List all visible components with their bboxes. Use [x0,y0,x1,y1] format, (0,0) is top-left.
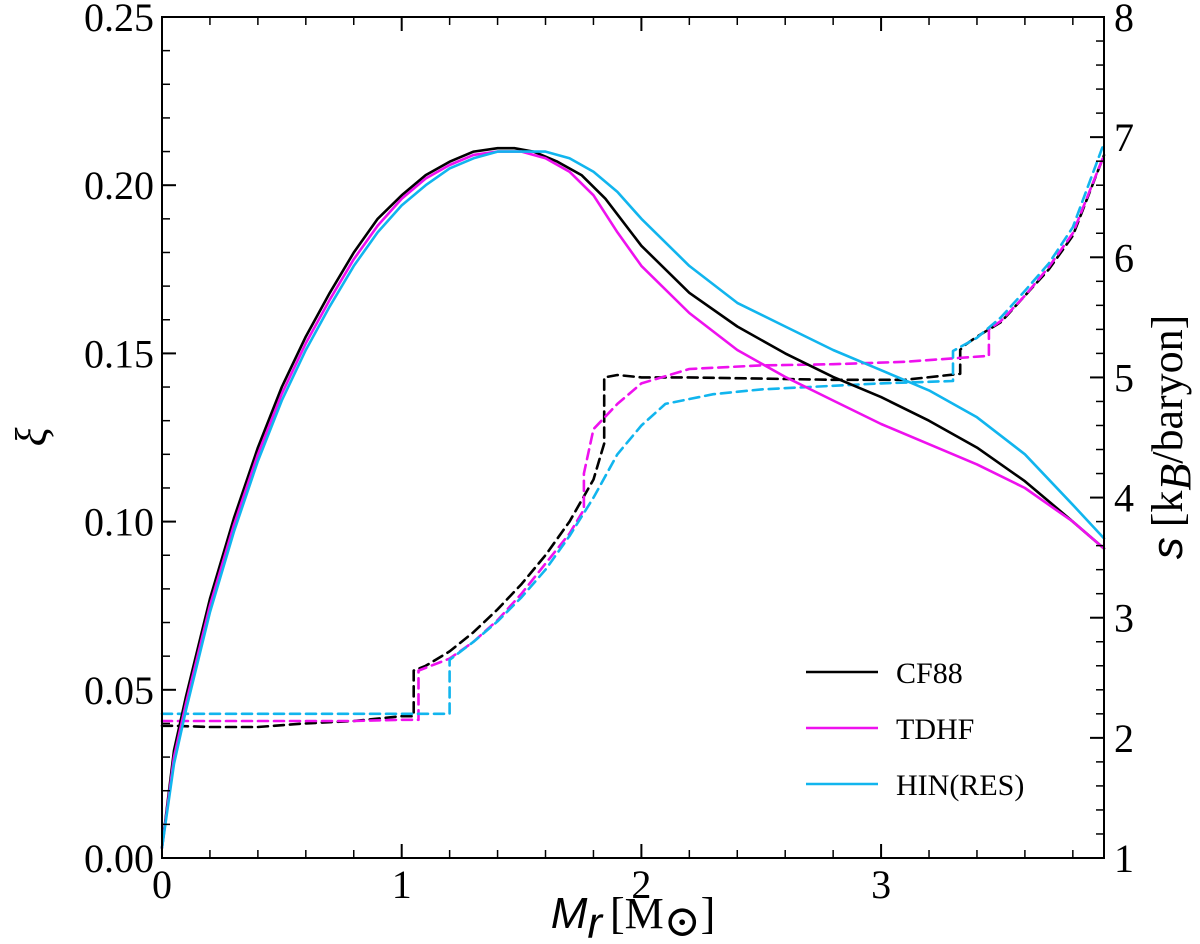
x-axis-sub: r [587,899,604,944]
x-axis-var: M [551,889,588,938]
y2-axis-title: s [kB/baryon] [1143,315,1200,560]
y2-tick-label: 3 [1114,596,1134,641]
legend-label: TDHF [896,713,974,746]
y-tick-label: 0.20 [84,163,154,208]
y2-tick-label: 5 [1114,355,1134,400]
legend-label: CF88 [896,657,963,690]
legend: CF88 TDHF HIN(RES) [806,657,1024,802]
series-layer [160,141,1106,850]
legend-label: HIN(RES) [896,769,1024,802]
y2-tick-label: 1 [1114,836,1134,881]
y-tick-label: 0.10 [84,500,154,545]
x-axis-title: Mr [M⊙] [551,889,716,944]
y-axis-title: ξ [7,427,56,446]
compactness-line-hin-res [160,150,1106,850]
compactness-line-cf88 [160,146,1106,850]
y-tick-label: 0.05 [84,668,154,713]
x-axis-unit-symbol: ⊙ [664,897,701,944]
y-tick-label: 0.15 [84,331,154,376]
y2-tick-label: 8 [1114,0,1134,40]
y2-axis-unit: [k [1143,491,1192,528]
y2-axis-unit-close: /baryon] [1143,315,1192,464]
x-tick-label: 1 [392,862,412,907]
x-tick-label: 2 [631,862,651,907]
y2-tick-label: 7 [1114,115,1134,160]
y2-tick-label: 6 [1114,235,1134,280]
y2-tick-label: 2 [1114,716,1134,761]
y2-axis-var: s [1143,537,1192,559]
x-tick-label: 0 [152,862,172,907]
x-axis-unit-close: ] [701,889,716,938]
y-tick-label: 0.00 [84,836,154,881]
y2-tick-label: 4 [1114,476,1134,521]
y-tick-label: 0.25 [84,0,154,40]
x-tick-label: 3 [871,862,891,907]
entropy-line-tdhf [160,153,1106,723]
entropy-line-hin-res [160,141,1106,716]
x-axis-unit: [M [610,889,664,938]
ticks-layer: 0 1 2 3 0.00 0.05 0.10 0.15 0.20 0.25 1 2 3 4 5 6 7 8 [84,0,1134,907]
y2-axis-unit-sub: B [1151,464,1200,491]
plot-frame [161,16,1105,859]
